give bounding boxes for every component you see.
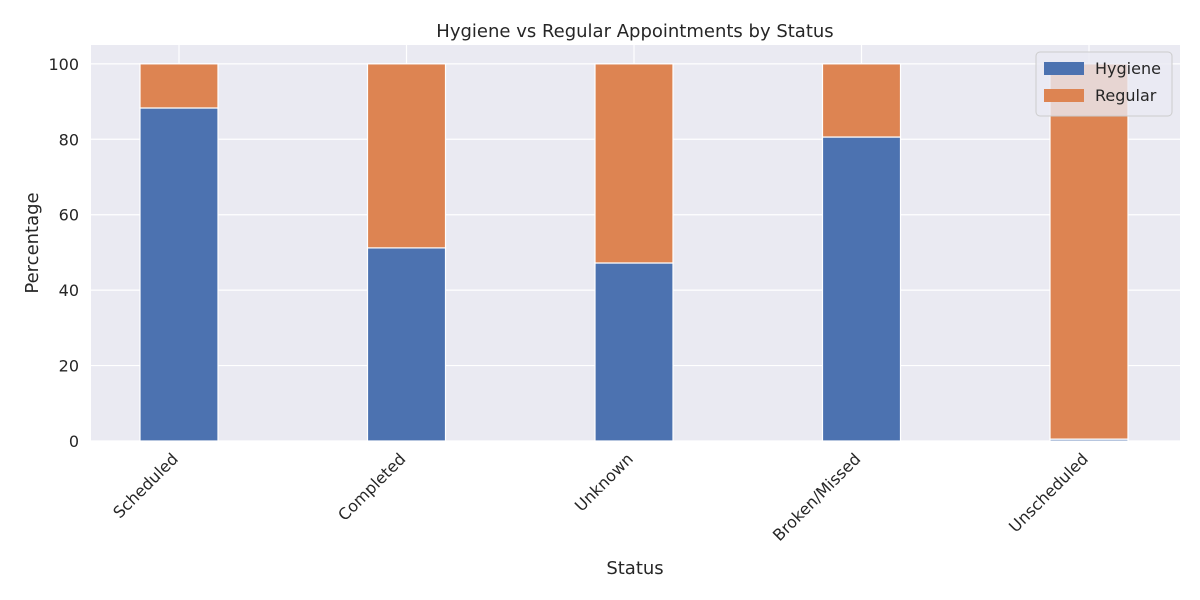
x-tick-labels: Scheduled Completed Unknown Broken/Missed Un… <box>109 449 1092 544</box>
legend-swatch-regular <box>1044 89 1084 102</box>
y-tick-label: 40 <box>59 281 79 300</box>
y-tick-label: 20 <box>59 357 79 376</box>
legend-label-hygiene: Hygiene <box>1095 59 1161 78</box>
bar-regular-4 <box>1049 63 1129 440</box>
chart-title: Hygiene vs Regular Appointments by Statu… <box>436 21 833 42</box>
y-tick-label: 60 <box>59 206 79 225</box>
bar-regular-3 <box>821 63 902 138</box>
x-tick-label: Unscheduled <box>1005 449 1092 536</box>
y-tick-label: 80 <box>59 130 79 149</box>
y-tick-label: 100 <box>48 55 79 74</box>
y-axis-title: Percentage <box>22 192 43 293</box>
bars <box>139 63 1129 442</box>
x-axis-title: Status <box>606 558 663 579</box>
x-tick-label: Scheduled <box>109 449 182 522</box>
bar-hygiene-1 <box>366 247 447 442</box>
legend-label-regular: Regular <box>1095 86 1157 105</box>
y-tick-labels: 0 20 40 60 80 100 <box>48 55 79 451</box>
bar-regular-2 <box>594 63 674 264</box>
legend-swatch-hygiene <box>1044 62 1084 75</box>
bar-hygiene-2 <box>594 262 674 442</box>
y-tick-label: 0 <box>69 432 79 451</box>
x-tick-label: Broken/Missed <box>769 449 864 544</box>
bar-regular-1 <box>366 63 447 249</box>
x-tick-label: Unknown <box>571 449 637 515</box>
bar-regular-0 <box>139 63 219 109</box>
x-tick-label: Completed <box>334 449 409 524</box>
legend: Hygiene Regular <box>1035 51 1173 117</box>
bar-hygiene-3 <box>821 136 902 442</box>
bar-hygiene-0 <box>139 107 219 442</box>
